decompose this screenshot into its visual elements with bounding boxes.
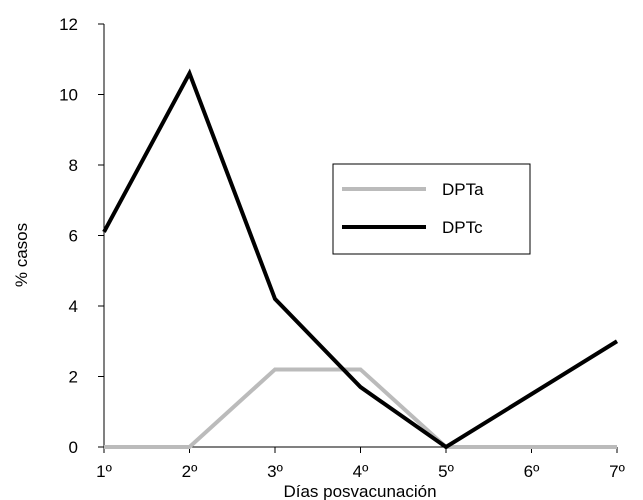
x-tick-label: 7º bbox=[609, 462, 625, 481]
y-ticks: 0 2 4 6 8 10 12 bbox=[59, 15, 104, 457]
x-tick-label: 5º bbox=[438, 462, 454, 481]
y-tick-label: 6 bbox=[69, 227, 78, 246]
legend-label-dpta: DPTa bbox=[442, 180, 484, 199]
legend-box bbox=[332, 163, 531, 255]
y-tick-label: 10 bbox=[59, 86, 78, 105]
y-tick-label: 12 bbox=[59, 15, 78, 34]
x-tick-label: 2º bbox=[182, 462, 198, 481]
series-line-dptc bbox=[102, 68, 619, 450]
x-tick-label: 1º bbox=[96, 462, 112, 481]
y-tick-label: 8 bbox=[69, 156, 78, 175]
y-axis-title: % casos bbox=[12, 223, 31, 287]
x-axis-title: Días posvacunación bbox=[283, 482, 436, 500]
series-layer bbox=[102, 68, 619, 450]
x-ticks: 1º 2º 3º 4º 5º 6º 7º bbox=[96, 447, 625, 481]
x-tick-label: 6º bbox=[524, 462, 540, 481]
legend-label-dptc: DPTc bbox=[442, 218, 483, 237]
series-line-dpta bbox=[104, 367, 617, 449]
y-tick-label: 2 bbox=[69, 368, 78, 387]
legend: DPTa DPTc bbox=[332, 163, 531, 255]
x-tick-label: 4º bbox=[353, 462, 369, 481]
y-tick-label: 0 bbox=[69, 438, 78, 457]
x-tick-label: 3º bbox=[267, 462, 283, 481]
y-tick-label: 4 bbox=[69, 297, 78, 316]
